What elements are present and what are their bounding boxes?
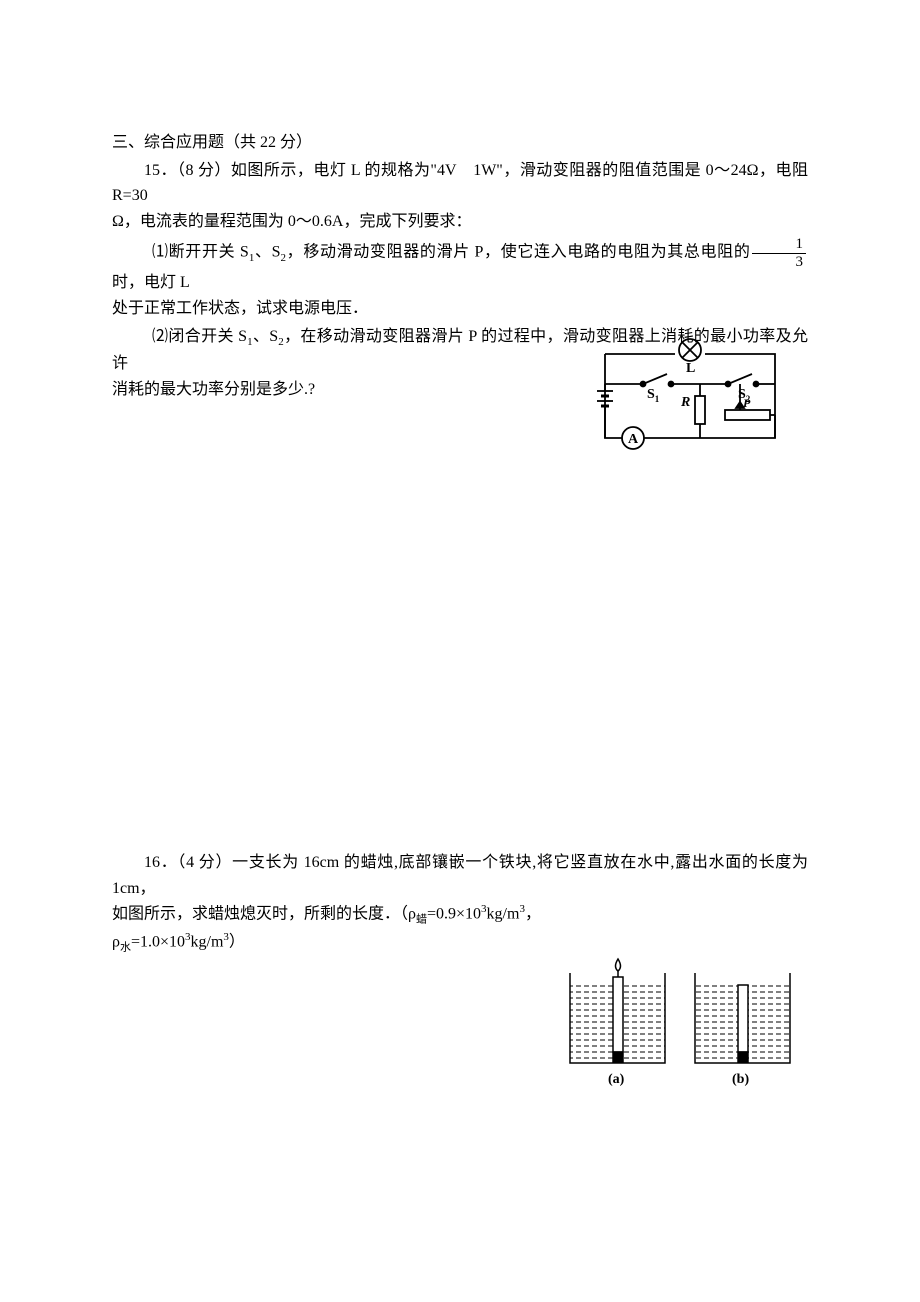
t: =0.9×10	[427, 906, 481, 923]
label-P: P	[743, 396, 751, 410]
t: kg/m	[487, 906, 520, 923]
t: 如图所示，求蜡烛熄灭时，所剩的长度．（ρ	[112, 906, 416, 923]
q15-intro: 15．（8 分）如图所示，电灯 L 的规格为"4V 1W"，滑动变阻器的阻值范围…	[112, 158, 808, 235]
t: ）	[229, 934, 245, 951]
label-R: R	[680, 395, 690, 410]
label-A: A	[628, 432, 639, 447]
t: 、S	[254, 244, 280, 261]
sub-wax: 蜡	[416, 914, 427, 926]
frac-num: 1	[752, 236, 806, 254]
label-b: (b)	[732, 1072, 749, 1087]
t: ⑵闭合开关 S	[152, 328, 247, 345]
q16-intro: 16．（4 分）一支长为 16cm 的蜡烛,底部镶嵌一个铁块,将它竖直放在水中,…	[112, 850, 808, 901]
q15-intro-line2: Ω，电流表的量程范围为 0～0.6A，完成下列要求：	[112, 209, 808, 235]
label-S1: S1	[647, 387, 660, 404]
q15-part1: ⑴断开开关 S1、S2，移动滑动变阻器的滑片 P，使它连入电路的电阻为其总电阻的…	[112, 236, 808, 296]
t: ⑴断开开关 S	[152, 244, 249, 261]
t: ，移动滑动变阻器的滑片 P，使它连入电路的电阻为其总电阻的	[286, 244, 750, 261]
q16-line2: 如图所示，求蜡烛熄灭时，所剩的长度．（ρ蜡=0.9×103kg/m3，	[112, 901, 808, 929]
fraction-one-third: 13	[752, 236, 806, 270]
q15-intro-a: 15．（8 分）如图所示，电灯 L 的规格为"4V 1W"，滑动变阻器的阻值范围…	[112, 162, 808, 205]
label-a: (a)	[608, 1072, 625, 1087]
t: kg/m	[191, 934, 224, 951]
sub-water: 水	[120, 942, 131, 954]
q16-block: 16．（4 分）一支长为 16cm 的蜡烛,底部镶嵌一个铁块,将它竖直放在水中,…	[112, 850, 808, 957]
q15-part1-cont: 处于正常工作状态，试求电源电压．	[112, 296, 808, 322]
circuit-diagram: L S1 S2 R P A	[585, 336, 795, 456]
t: ρ	[112, 934, 120, 951]
label-L: L	[686, 361, 695, 376]
t: 、S	[253, 328, 279, 345]
t: ，	[525, 906, 541, 923]
frac-den: 3	[752, 254, 806, 271]
q15-intro-line1: 15．（8 分）如图所示，电灯 L 的规格为"4V 1W"，滑动变阻器的阻值范围…	[112, 158, 808, 209]
t: 时，电灯 L	[112, 274, 190, 291]
section-title: 三、综合应用题（共 22 分）	[112, 130, 808, 156]
candle-diagram: (a) (b)	[560, 953, 800, 1103]
t: =1.0×10	[131, 934, 185, 951]
